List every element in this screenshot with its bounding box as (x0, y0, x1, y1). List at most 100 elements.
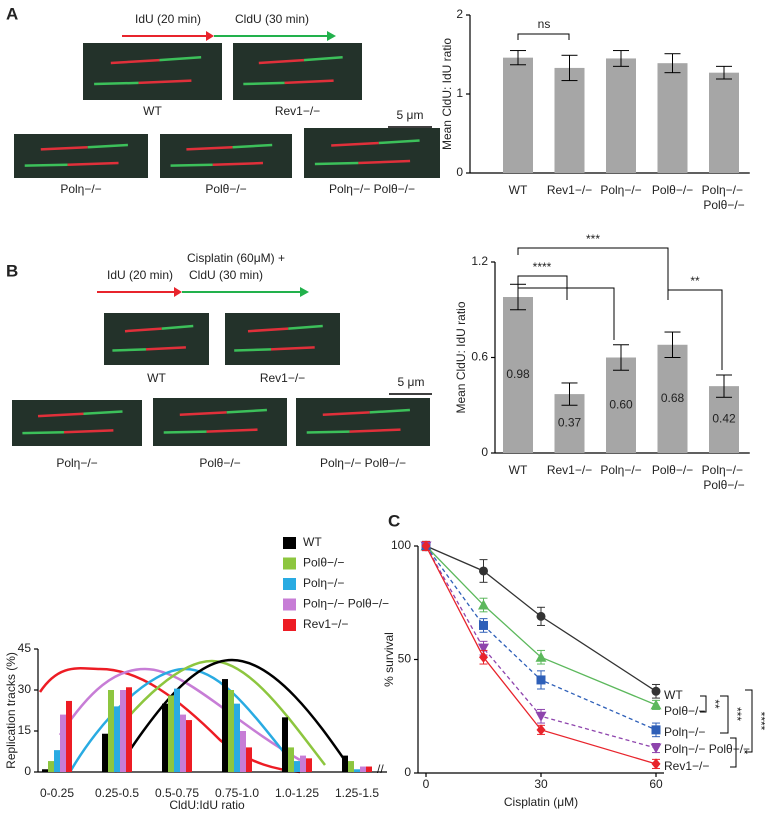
fiber-green (288, 324, 323, 330)
micrograph (160, 134, 292, 178)
fiber-red (270, 346, 315, 351)
x-tick-label: Polη−/− Polθ−/− (702, 183, 747, 212)
bar (306, 758, 312, 772)
fiber-green (226, 408, 267, 414)
bar (503, 297, 533, 453)
bar (657, 344, 688, 453)
x-axis-label: Cisplatin (μM) (504, 795, 578, 809)
marker (479, 651, 488, 663)
micrograph (12, 400, 142, 446)
fiber-green (170, 163, 213, 167)
bar (606, 357, 636, 453)
marker (536, 611, 546, 621)
micrograph (83, 43, 222, 100)
fit-curves (38, 658, 355, 774)
x-tick-label: 0.75-1.0 (215, 786, 259, 800)
y-tick-label: 0.6 (471, 350, 488, 364)
micrograph (153, 398, 287, 446)
fiber-green (94, 81, 139, 86)
fiber-red (124, 327, 162, 333)
x-tick-label: 0-0.25 (40, 786, 74, 800)
significance-label: *** (730, 707, 744, 721)
image-caption: WT (147, 371, 166, 385)
x-tick-label: Polθ−/− (652, 463, 693, 477)
panel-label: B (6, 261, 18, 280)
legend-label: WT (303, 535, 322, 549)
pulse-label: Cisplatin (60μM) + (187, 251, 285, 265)
significance-bracket (720, 695, 729, 734)
fiber-green (232, 143, 273, 149)
bar (48, 761, 54, 772)
significance-bracket (517, 285, 615, 340)
bar (709, 72, 739, 173)
y-tick-label: 45 (18, 641, 32, 655)
x-tick-label: Polθ−/− (652, 183, 693, 197)
bar (240, 731, 246, 772)
fiber-green (243, 81, 285, 86)
significance-bracket (667, 289, 723, 370)
marker (651, 758, 661, 770)
bar (186, 720, 192, 772)
image-caption: Polη−/− (56, 456, 97, 470)
bar (60, 714, 66, 772)
bar (228, 690, 234, 772)
micrograph-bg (225, 313, 340, 365)
x-tick-label: 0 (423, 777, 430, 791)
fiber-green (306, 430, 350, 434)
x-tick-label: 1.25-1.5 (335, 786, 379, 800)
pulse-arrows (122, 31, 336, 41)
y-axis-label: Mean CldU: IdU ratio (454, 301, 468, 413)
fiber-red (349, 428, 401, 433)
fiber-green (369, 408, 410, 414)
image-caption: Polη−/− Polθ−/− (320, 456, 406, 470)
value-label: 0.60 (609, 397, 633, 411)
bar (162, 703, 168, 772)
marker (535, 651, 547, 662)
series-end-label: WT (664, 688, 683, 702)
series-line (425, 545, 657, 692)
micrograph-bg (14, 134, 148, 178)
fiber-red (331, 141, 379, 147)
error-bar (664, 331, 681, 358)
bar (246, 747, 252, 772)
y-axis-label: Mean CldU: IdU ratio (440, 38, 454, 150)
error-bar (664, 53, 681, 74)
significance-bracket (730, 737, 737, 768)
fiber-green (163, 430, 207, 434)
micrograph-bg (160, 134, 292, 178)
bar (354, 769, 360, 772)
bar (234, 703, 240, 772)
micrograph (304, 128, 440, 178)
fiber-green (87, 143, 128, 149)
micrograph-bg (296, 398, 430, 446)
y-axis-label: Replication tracks (%) (4, 652, 18, 769)
axis-break: // (377, 762, 384, 776)
bar (366, 766, 372, 772)
legend-swatch (283, 557, 296, 570)
x-tick-label: Rev1−/− (547, 463, 592, 477)
significance-bracket (745, 689, 753, 753)
fiber-green (378, 139, 420, 145)
marker (478, 599, 489, 610)
bar (554, 67, 585, 173)
significance-label: * (737, 750, 751, 755)
pulse-label: IdU (20 min) (107, 268, 173, 282)
y-tick-label: 0 (24, 764, 31, 778)
series-end-label: Rev1−/− (664, 759, 709, 773)
significance-bracket (517, 275, 568, 300)
fiber-red (40, 145, 88, 151)
x-tick-label: 0.25-0.5 (95, 786, 139, 800)
value-label: 0.42 (712, 412, 736, 426)
fiber-red (145, 346, 186, 351)
y-tick-label: 0 (456, 165, 463, 179)
fiber-red (186, 145, 233, 151)
scale-label: 5 μm (398, 375, 425, 389)
bar (342, 755, 348, 772)
bar (606, 58, 636, 174)
bar (42, 769, 48, 772)
error-bar (613, 344, 629, 371)
x-tick-label: 60 (649, 777, 663, 791)
error-bar (613, 50, 629, 67)
marker (478, 643, 489, 654)
significance-bracket (700, 695, 707, 713)
